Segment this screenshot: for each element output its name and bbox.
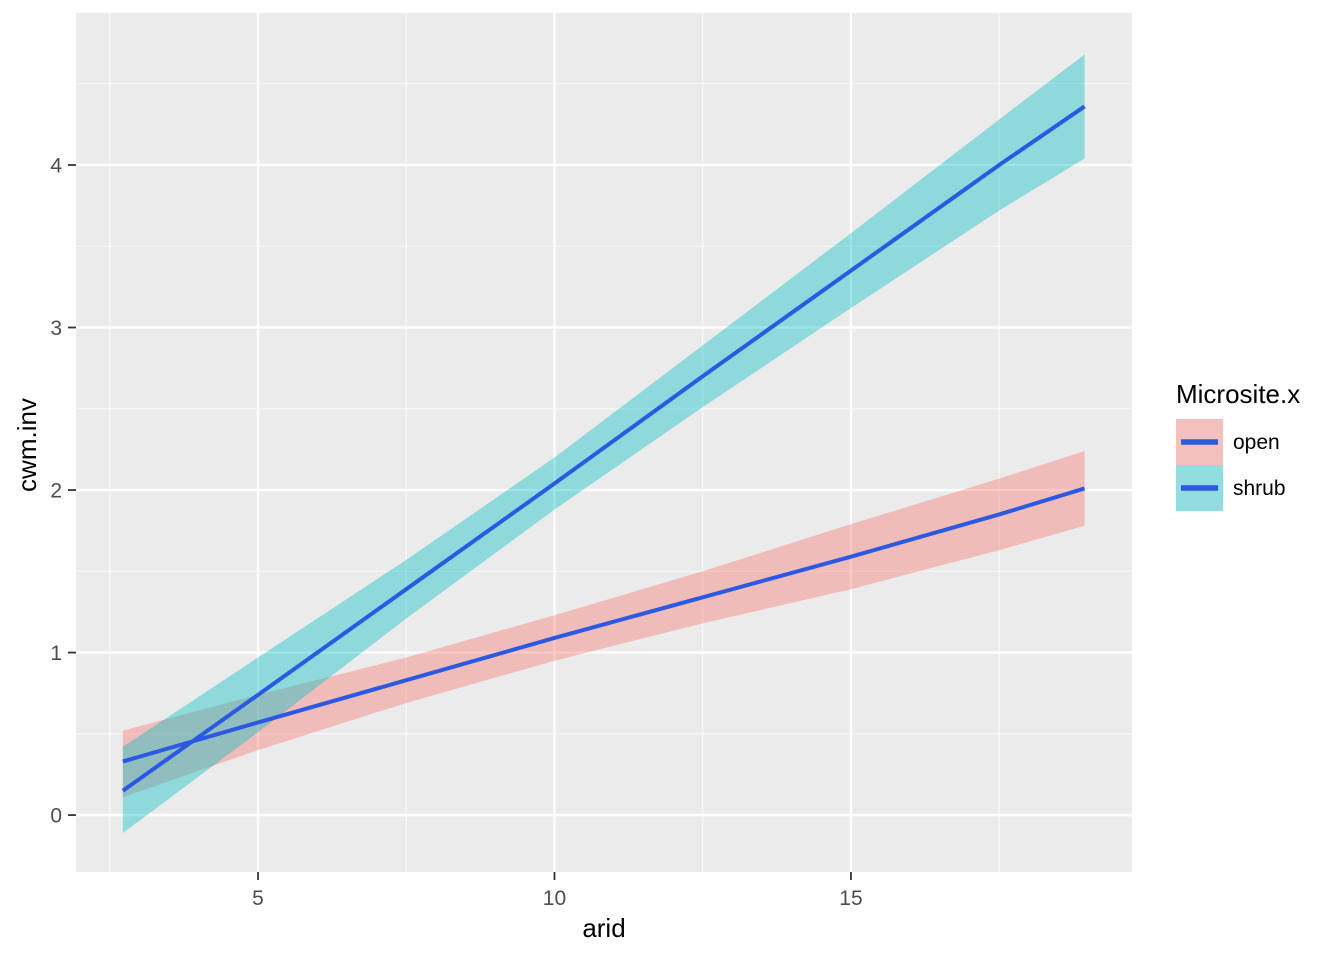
plot-panel bbox=[76, 13, 1132, 872]
y-axis-title: cwm.inv bbox=[12, 398, 42, 492]
x-tick-label: 5 bbox=[252, 887, 264, 910]
trend-line-open bbox=[122, 486, 1086, 764]
y-tick-label: 0 bbox=[50, 805, 62, 828]
x-tick-label: 15 bbox=[839, 887, 862, 910]
legend: Microsite.x open shrub bbox=[1176, 379, 1300, 511]
y-tick-label: 4 bbox=[50, 154, 62, 177]
ribbon-shrub bbox=[122, 54, 1085, 833]
y-tick-label: 1 bbox=[50, 642, 62, 665]
y-tick-label: 3 bbox=[50, 317, 62, 340]
panel-layer: 5 10 15 0 1 2 3 4 bbox=[50, 13, 1132, 910]
legend-label-open: open bbox=[1233, 431, 1280, 454]
legend-keys: open shrub bbox=[1176, 419, 1286, 511]
legend-title: Microsite.x bbox=[1176, 379, 1300, 409]
x-axis-title: arid bbox=[582, 913, 625, 943]
trend-line-shrub bbox=[121, 104, 1086, 793]
y-tick-label: 2 bbox=[50, 480, 62, 503]
legend-label-shrub: shrub bbox=[1233, 477, 1286, 500]
x-tick-label: 10 bbox=[543, 887, 566, 910]
